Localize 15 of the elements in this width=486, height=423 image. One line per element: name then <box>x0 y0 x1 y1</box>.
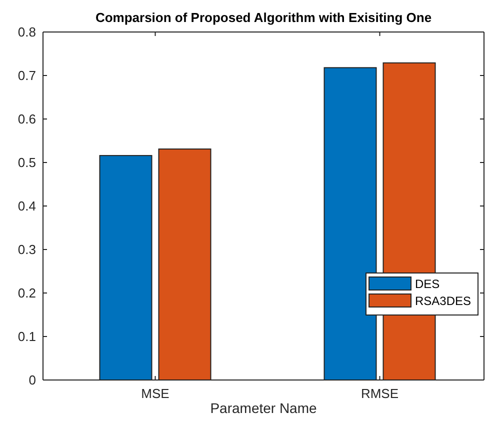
y-tick-label: 0.3 <box>18 242 36 258</box>
x-tick-label: RMSE <box>360 386 399 401</box>
y-tick-label: 0.8 <box>18 24 36 40</box>
y-tick-label: 0.7 <box>18 68 36 84</box>
y-tick-label: 0.6 <box>18 112 36 127</box>
y-tick-label: 0.5 <box>18 155 36 170</box>
chart-title: Comparsion of Proposed Algorithm with Exisiting One <box>95 10 432 25</box>
x-axis-title: Parameter Name <box>210 400 318 416</box>
y-tick-label: 0.2 <box>18 286 36 301</box>
y-tick-label: 0.1 <box>18 329 36 344</box>
y-tick-label: 0.4 <box>18 198 36 214</box>
legend-label: DES <box>415 277 440 292</box>
x-tick-label: MSE <box>141 386 170 401</box>
y-tick-label: 0 <box>28 372 36 388</box>
legend-label: RSA3DES <box>415 294 472 308</box>
